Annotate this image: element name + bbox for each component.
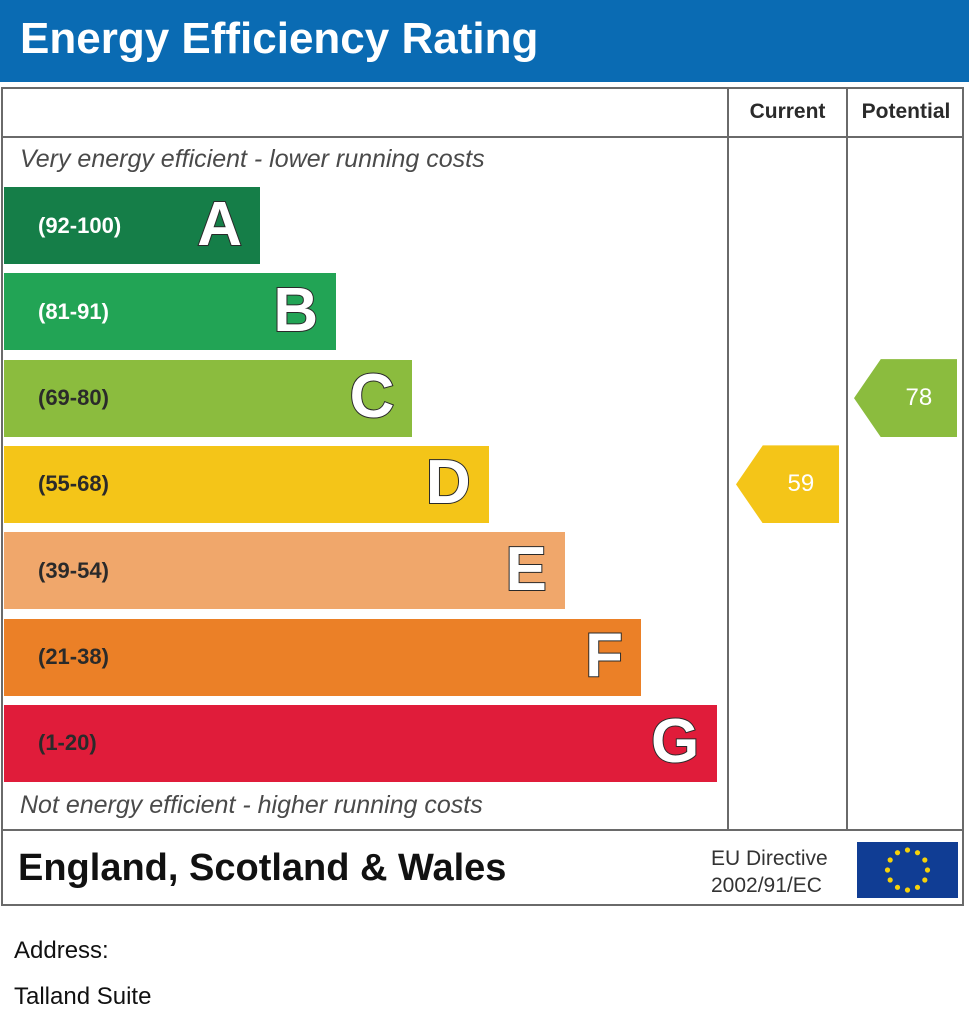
address-label: Address: — [14, 937, 109, 964]
band-range: (92-100) — [38, 212, 122, 238]
eu-star — [884, 867, 891, 873]
band-range: (69-80) — [38, 385, 109, 411]
current-rating-value: 59 — [787, 470, 815, 498]
chart-frame — [1, 87, 964, 906]
band-letter: A — [196, 189, 243, 259]
band-range: (39-54) — [38, 557, 109, 583]
band-letter: C — [349, 361, 396, 431]
eu-star — [894, 884, 901, 890]
eu-star — [922, 877, 928, 883]
band-f: (21-38) F — [4, 618, 641, 696]
address-value: Talland Suite — [14, 983, 152, 1010]
band-letter: G — [650, 707, 700, 777]
band-range: (55-68) — [38, 471, 109, 497]
band-g: (1-20) G — [4, 704, 718, 782]
eu-directive-line1: EU Directive — [711, 847, 828, 870]
band-range: (1-20) — [38, 730, 97, 756]
divider-current — [727, 89, 729, 831]
band-letter: F — [584, 620, 624, 690]
column-header-current: Current — [749, 100, 826, 123]
band-range: (21-38) — [38, 644, 109, 669]
footer-divider — [3, 829, 963, 831]
eu-star — [887, 857, 893, 863]
eu-star — [914, 850, 921, 856]
eu-directive-line2: 2002/91/EC — [711, 874, 822, 897]
band-b: (81-91) B — [4, 273, 337, 351]
region-label: England, Scotland & Wales — [18, 847, 507, 889]
eu-star — [924, 867, 931, 873]
chart-title: Energy Efficiency Rating — [20, 14, 539, 63]
eu-star — [887, 877, 893, 883]
eu-star — [894, 850, 901, 856]
eu-star — [904, 847, 911, 853]
divider-potential — [846, 89, 848, 831]
band-d: (55-68) D — [4, 445, 489, 523]
eu-directive: EU Directive 2002/91/EC — [711, 845, 828, 899]
band-range: (81-91) — [38, 298, 109, 324]
header-bar: Energy Efficiency Rating — [0, 0, 969, 82]
eu-star — [922, 857, 928, 863]
potential-rating-value: 78 — [905, 384, 933, 412]
top-note: Very energy efficient - lower running co… — [20, 145, 485, 173]
eu-star — [914, 884, 921, 890]
band-e: (39-54) E — [4, 532, 565, 610]
band-c: (69-80) C — [4, 359, 413, 437]
bottom-note: Not energy efficient - higher running co… — [20, 791, 483, 819]
eu-star — [904, 887, 911, 893]
band-letter: B — [272, 275, 319, 345]
column-header-potential: Potential — [861, 100, 951, 123]
header-divider — [3, 136, 963, 138]
band-letter: D — [425, 448, 472, 518]
band-letter: E — [504, 534, 547, 604]
band-a: (92-100) A — [4, 187, 260, 264]
eu-flag-icon — [857, 842, 958, 898]
